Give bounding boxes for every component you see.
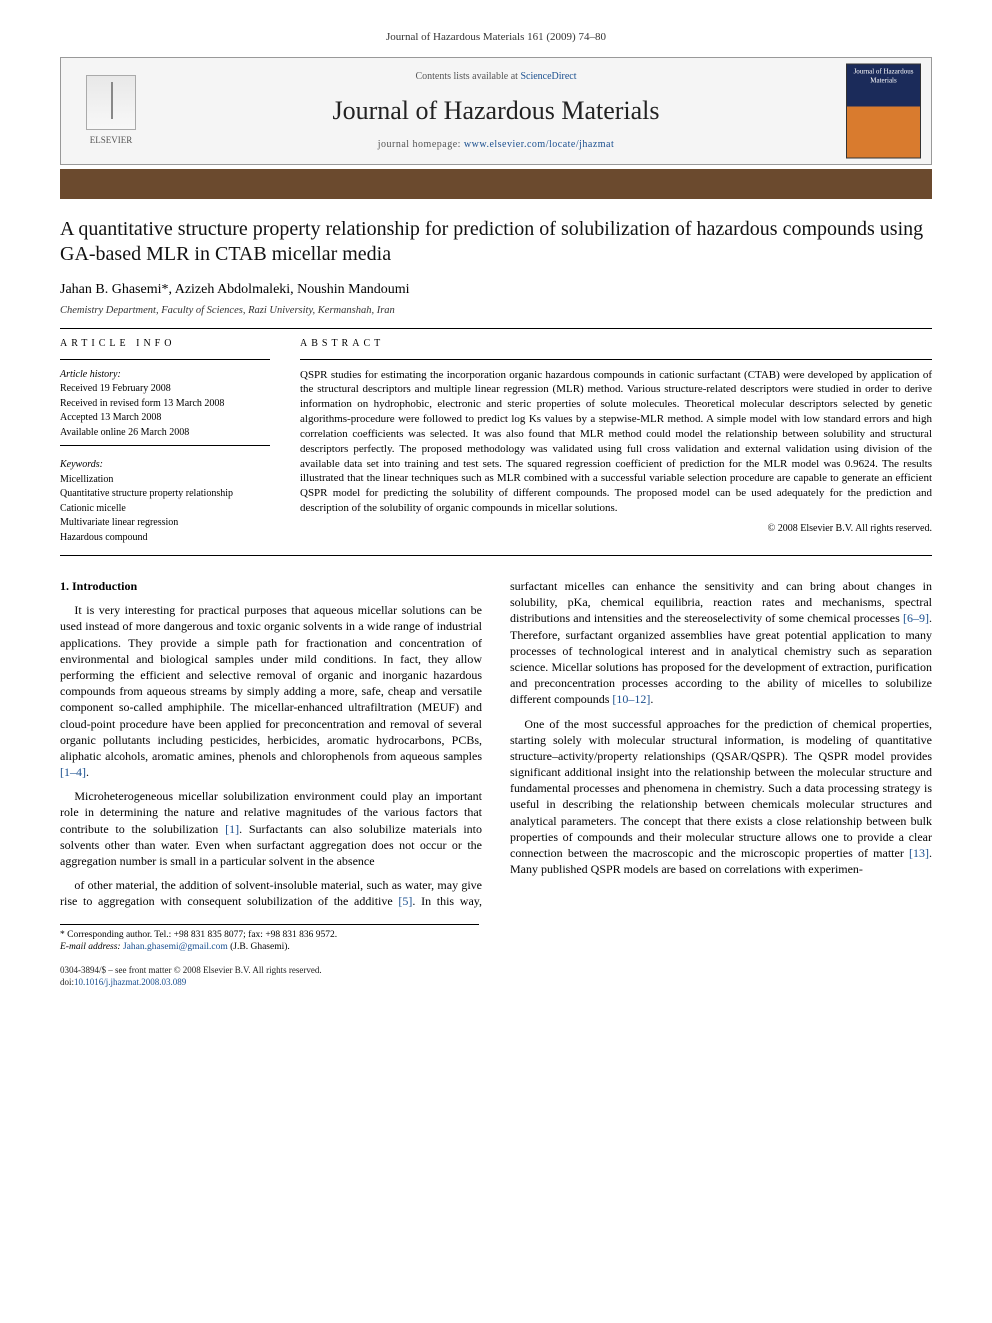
body-paragraph: One of the most successful approaches fo… (510, 716, 932, 878)
corr-email-line: E-mail address: Jahan.ghasemi@gmail.com … (60, 941, 479, 954)
history-received: Received 19 February 2008 (60, 382, 270, 396)
history-accepted: Accepted 13 March 2008 (60, 411, 270, 425)
journal-homepage-line: journal homepage: www.elsevier.com/locat… (171, 138, 821, 152)
sciencedirect-link[interactable]: ScienceDirect (520, 71, 576, 82)
publisher-name: ELSEVIER (90, 134, 133, 146)
citation-link[interactable]: [1] (225, 822, 239, 836)
keywords-block: Keywords: Micellization Quantitative str… (60, 458, 270, 544)
corr-author-line: * Corresponding author. Tel.: +98 831 83… (60, 929, 479, 942)
article-meta-row: ARTICLE INFO Article history: Received 1… (60, 337, 932, 545)
keyword: Quantitative structure property relation… (60, 487, 270, 501)
keyword: Hazardous compound (60, 531, 270, 545)
issn-line: 0304-3894/$ – see front matter © 2008 El… (60, 964, 932, 976)
citation-link[interactable]: [1–4] (60, 765, 86, 779)
citation-link[interactable]: [10–12] (612, 692, 650, 706)
p3-tail: . (650, 692, 653, 706)
contents-list-line: Contents lists available at ScienceDirec… (171, 70, 821, 84)
email-label: E-mail address: (60, 942, 123, 952)
email-tail: (J.B. Ghasemi). (228, 942, 290, 952)
body-paragraph: Microheterogeneous micellar solubilizati… (60, 788, 482, 869)
homepage-pre: journal homepage: (378, 139, 464, 150)
article-body: 1. Introduction It is very interesting f… (60, 578, 932, 910)
corr-email-link[interactable]: Jahan.ghasemi@gmail.com (123, 942, 228, 952)
doi-pre: doi: (60, 977, 74, 987)
publisher-logo: ELSEVIER (71, 66, 151, 156)
accent-bar (60, 169, 932, 199)
abstract-heading: ABSTRACT (300, 337, 932, 351)
abstract-block: ABSTRACT QSPR studies for estimating the… (300, 337, 932, 545)
citation-link[interactable]: [6–9] (903, 611, 929, 625)
rule-bottom (60, 555, 932, 556)
body-paragraph: It is very interesting for practical pur… (60, 602, 482, 780)
section-heading-intro: 1. Introduction (60, 578, 482, 594)
keyword: Cationic micelle (60, 502, 270, 516)
contents-pre: Contents lists available at (415, 71, 520, 82)
journal-name: Journal of Hazardous Materials (171, 93, 821, 128)
abstract-copyright: © 2008 Elsevier B.V. All rights reserved… (300, 522, 932, 536)
article-info-heading: ARTICLE INFO (60, 337, 270, 351)
author-list: Jahan B. Ghasemi*, Azizeh Abdolmaleki, N… (60, 281, 932, 300)
history-label: Article history: (60, 368, 270, 382)
running-header: Journal of Hazardous Materials 161 (2009… (60, 30, 932, 45)
journal-cover-thumb: Journal of Hazardous Materials (846, 63, 921, 158)
affiliation: Chemistry Department, Faculty of Science… (60, 304, 932, 318)
p1-text: It is very interesting for practical pur… (60, 603, 482, 763)
keyword: Micellization (60, 473, 270, 487)
abstract-rule (300, 359, 932, 360)
journal-homepage-link[interactable]: www.elsevier.com/locate/jhazmat (464, 139, 614, 150)
citation-link[interactable]: [13] (909, 846, 929, 860)
keywords-label: Keywords: (60, 458, 270, 472)
elsevier-tree-icon (86, 75, 136, 130)
citation-link[interactable]: [5] (398, 894, 412, 908)
article-title: A quantitative structure property relati… (60, 217, 932, 267)
journal-masthead: ELSEVIER Journal of Hazardous Materials … (60, 57, 932, 165)
doi-link[interactable]: 10.1016/j.jhazmat.2008.03.089 (74, 977, 186, 987)
p1-tail: . (86, 765, 89, 779)
abstract-text: QSPR studies for estimating the incorpor… (300, 368, 932, 516)
p4-text: One of the most successful approaches fo… (510, 717, 932, 861)
doi-line: doi:10.1016/j.jhazmat.2008.03.089 (60, 976, 932, 988)
front-matter-line: 0304-3894/$ – see front matter © 2008 El… (60, 964, 932, 988)
article-info-block: ARTICLE INFO Article history: Received 1… (60, 337, 270, 545)
corresponding-author-footnote: * Corresponding author. Tel.: +98 831 83… (60, 924, 479, 955)
info-rule (60, 359, 270, 360)
history-revised: Received in revised form 13 March 2008 (60, 397, 270, 411)
history-online: Available online 26 March 2008 (60, 426, 270, 440)
info-rule-2 (60, 445, 270, 446)
cover-text: Journal of Hazardous Materials (854, 67, 914, 84)
keyword: Multivariate linear regression (60, 516, 270, 530)
p3-mid2: . Therefore, surfactant organized assemb… (510, 611, 932, 706)
rule-top (60, 328, 932, 329)
